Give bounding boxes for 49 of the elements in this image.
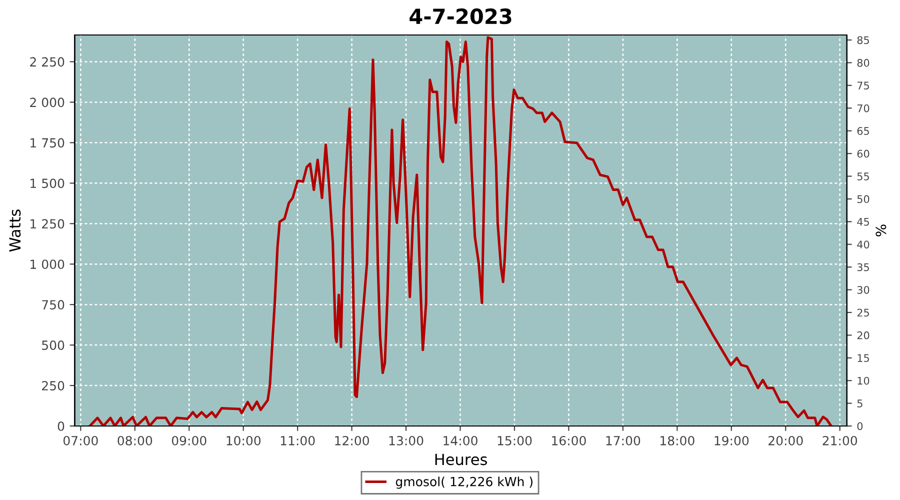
y2-tick-label: 50 xyxy=(857,195,870,204)
x-tick-label: 20:00 xyxy=(768,436,803,446)
y2-tick-label: 40 xyxy=(857,240,870,248)
y2-tick-label: 5 xyxy=(857,400,862,408)
x-tick-label: 08:00 xyxy=(118,436,152,446)
x-tick-label: 21:00 xyxy=(822,436,858,446)
x-tick-label: 14:00 xyxy=(444,436,478,446)
y-tick-label: 1 000 xyxy=(30,260,64,270)
y-tick-label: 1 500 xyxy=(30,178,64,188)
x-tick-label: 13:00 xyxy=(389,436,424,446)
y-tick-label: 250 xyxy=(42,380,64,390)
y-tick-label: 2 250 xyxy=(30,57,64,67)
x-tick-label: 11:00 xyxy=(280,436,315,446)
x-axis-title: Heures xyxy=(435,454,487,466)
y2-tick-label: 70 xyxy=(857,104,870,112)
y2-tick-label: 30 xyxy=(857,286,870,294)
x-tick-label: 18:00 xyxy=(660,436,694,446)
y2-tick-label: 15 xyxy=(858,354,869,362)
x-tick-label: 16:00 xyxy=(552,436,586,446)
line-series xyxy=(88,36,832,426)
y-tick-label: 500 xyxy=(42,340,64,350)
y-tick-label: 1 750 xyxy=(30,138,64,148)
y2-tick-label: 20 xyxy=(857,331,870,340)
y-tick-label: 750 xyxy=(42,300,64,310)
y2-tick-label: 10 xyxy=(858,376,870,385)
y2-tick-label: 45 xyxy=(857,218,869,226)
y2-tick-label: 60 xyxy=(857,150,870,158)
x-tick-label: 09:00 xyxy=(172,436,206,446)
y2-tick-label: 35 xyxy=(857,263,869,272)
y2-tick-label: 0 xyxy=(857,422,863,430)
x-tick-label: 15:00 xyxy=(498,436,532,446)
y-tick-label: 2 000 xyxy=(30,98,64,108)
x-tick-label: 07:00 xyxy=(63,436,98,446)
chart-title: 4-7-2023 xyxy=(410,8,512,24)
y2-axis-title: % xyxy=(876,224,886,236)
x-tick-label: 10:00 xyxy=(226,436,261,446)
y-axis-title: Watts xyxy=(9,210,21,252)
y2-tick-label: 55 xyxy=(857,172,869,180)
y-tick-label: 1 250 xyxy=(30,219,64,229)
y2-tick-label: 65 xyxy=(857,127,869,135)
legend-label: gmosol( 12,226 kWh ) xyxy=(396,476,532,489)
x-tick-label: 17:00 xyxy=(606,436,640,446)
y2-tick-label: 80 xyxy=(857,58,870,67)
y-tick-label: 0 xyxy=(58,421,64,431)
x-tick-label: 19:00 xyxy=(714,436,749,446)
x-tick-label: 12:00 xyxy=(335,436,369,446)
y2-tick-label: 75 xyxy=(857,82,869,90)
y2-tick-label: 25 xyxy=(857,308,869,317)
y2-tick-label: 85 xyxy=(857,36,869,44)
